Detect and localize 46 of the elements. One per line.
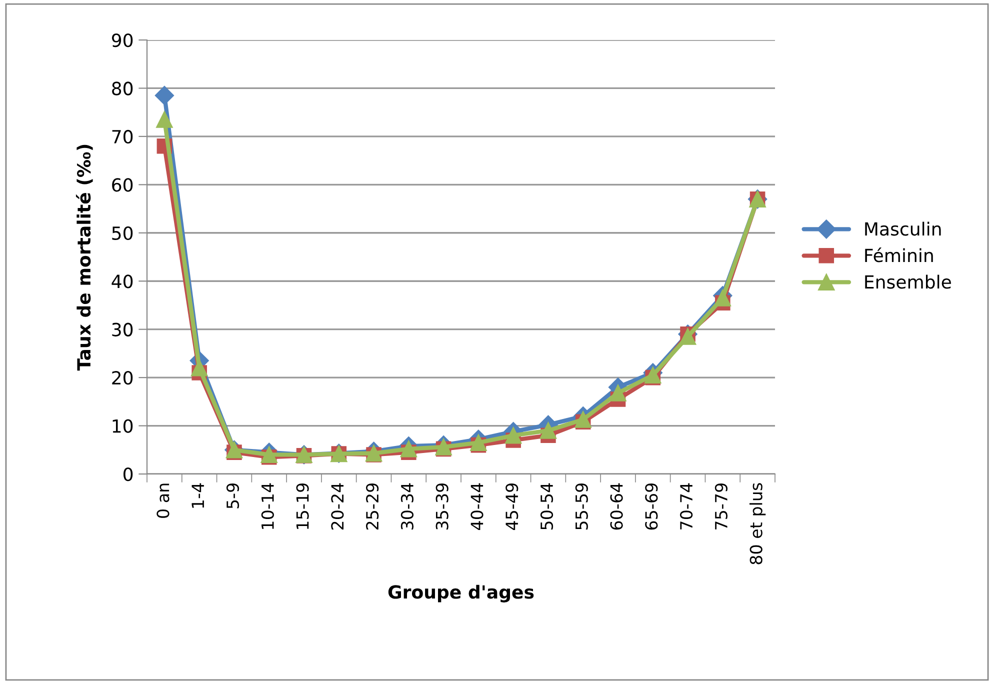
x-tick-label: 0 an [156,484,170,518]
x-tick-label: 40-44 [470,483,484,530]
y-tick-label: 20 [112,371,133,385]
x-tick-label: 20-24 [331,483,344,530]
x-tick-label: 25-29 [366,484,379,530]
x-tick-label: 10-14 [261,483,274,529]
point [260,446,278,464]
point [574,411,592,428]
x-tick-label: 1-4 [192,483,204,508]
y-tick-label: 40 [112,274,133,288]
legend-label: Masculin [865,222,941,236]
y-tick-label: 90 [112,33,133,48]
point [156,111,173,128]
point [191,360,208,376]
y-tick-label: 30 [112,322,133,336]
x-tick-label: 80 et plus [749,483,766,564]
y-axis-title: Taux de mortalité (%₀) [76,144,93,371]
point [470,434,487,451]
legend-label: Ensemble [865,274,951,289]
point [505,427,522,444]
x-tick-label: 60-64 [610,483,623,530]
x-tick-label: 45-49 [506,484,518,530]
x-axis-title: Groupe d'ages [388,584,534,602]
point [610,384,626,402]
x-tick-label: 50-54 [540,483,554,530]
y-tick-label: 70 [112,130,133,144]
x-tick-label: 5-9 [226,484,240,508]
point [714,290,731,306]
y-tick-label: 10 [112,419,133,433]
point [644,366,662,384]
x-tick-label: 15-19 [296,484,309,529]
point [400,440,417,458]
x-tick-label: 70-74 [680,483,693,530]
x-tick-label: 35-39 [436,484,448,530]
point [679,328,696,345]
x-tick-label: 30-34 [400,483,414,530]
legend-label: Féminin [865,248,933,262]
y-tick-label: 60 [112,178,133,192]
y-tick-label: 0 [124,467,133,482]
x-tick-label: 65-69 [645,484,658,530]
y-tick-label: 50 [112,226,133,240]
y-tick-label: 80 [112,82,133,96]
x-tick-label: 75-79 [714,484,728,530]
x-tick-label: 55-59 [575,484,588,530]
point [540,422,557,439]
point [154,86,174,105]
